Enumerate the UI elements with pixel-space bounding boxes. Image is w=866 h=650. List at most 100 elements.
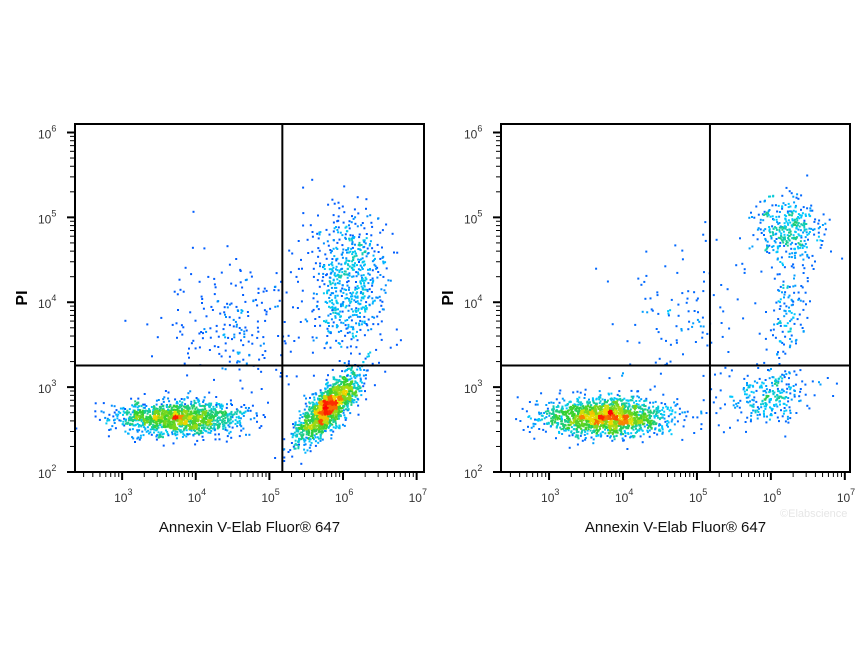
data-point — [216, 421, 219, 424]
data-point — [121, 407, 124, 410]
data-point — [364, 377, 367, 380]
data-point — [171, 433, 174, 436]
data-point — [171, 406, 174, 409]
data-point — [346, 276, 349, 279]
data-point — [137, 411, 140, 414]
data-point — [181, 416, 184, 419]
data-point — [351, 398, 354, 401]
data-point — [149, 421, 152, 424]
data-point — [215, 402, 218, 405]
data-point — [141, 409, 144, 412]
data-point — [223, 311, 226, 314]
data-point — [136, 430, 139, 433]
data-point — [696, 416, 699, 419]
data-point — [534, 403, 537, 406]
data-point — [367, 329, 370, 332]
data-point — [160, 403, 163, 406]
data-point — [574, 403, 577, 406]
data-point — [185, 420, 188, 423]
data-point — [363, 284, 366, 287]
data-point — [222, 411, 225, 414]
data-point — [355, 314, 358, 316]
data-point — [201, 412, 204, 415]
data-point — [228, 263, 231, 266]
data-point — [351, 260, 354, 263]
data-point — [174, 434, 177, 437]
data-point — [336, 257, 339, 260]
data-point — [343, 383, 346, 386]
data-point — [250, 275, 253, 278]
data-point — [332, 414, 335, 417]
data-point — [373, 259, 375, 262]
data-point — [191, 422, 194, 425]
data-point — [319, 391, 322, 394]
data-point — [611, 411, 614, 414]
data-point — [341, 392, 344, 395]
data-point — [371, 260, 374, 263]
data-point — [631, 418, 634, 421]
data-point — [343, 288, 346, 291]
data-point — [132, 420, 134, 423]
data-point — [195, 417, 198, 420]
data-point — [546, 412, 548, 415]
data-point — [377, 217, 380, 220]
data-point — [285, 291, 288, 294]
data-point — [213, 424, 216, 427]
data-point — [147, 429, 150, 432]
data-point — [660, 416, 663, 419]
data-point — [215, 405, 218, 408]
data-point — [190, 403, 193, 406]
data-point — [233, 336, 236, 339]
data-point — [599, 394, 602, 397]
data-point — [325, 319, 328, 322]
data-point — [182, 432, 185, 435]
data-point — [323, 401, 326, 404]
data-point — [344, 386, 347, 389]
data-point — [205, 420, 208, 423]
data-point — [118, 419, 121, 422]
data-point — [295, 430, 298, 433]
data-point — [315, 293, 318, 296]
data-point — [141, 430, 144, 433]
data-point — [169, 404, 172, 407]
data-point — [338, 271, 341, 273]
data-point — [584, 430, 587, 433]
data-point — [346, 367, 349, 370]
data-point — [591, 397, 594, 400]
data-point — [351, 243, 354, 246]
data-point — [314, 417, 317, 420]
data-point — [372, 323, 375, 326]
data-point — [185, 416, 188, 419]
data-point — [178, 412, 181, 415]
data-point — [371, 269, 374, 272]
data-point — [321, 413, 324, 416]
data-point — [336, 248, 339, 250]
data-point — [262, 342, 265, 345]
data-point — [653, 410, 655, 413]
data-point — [317, 398, 320, 401]
data-point — [319, 435, 322, 438]
data-point — [149, 415, 152, 418]
data-point — [234, 320, 237, 323]
data-point — [138, 418, 141, 421]
data-point — [155, 438, 158, 441]
data-point — [639, 421, 642, 424]
data-point — [324, 390, 327, 393]
data-point — [131, 411, 134, 414]
data-point — [280, 280, 283, 283]
data-point — [335, 265, 338, 268]
data-point — [354, 295, 357, 298]
data-point — [205, 403, 208, 406]
data-point — [349, 292, 352, 294]
data-point — [184, 426, 187, 429]
data-point — [649, 426, 652, 429]
data-point — [354, 286, 357, 289]
data-point — [165, 418, 168, 421]
data-point — [346, 406, 349, 409]
data-point — [183, 420, 186, 423]
data-point — [171, 415, 174, 418]
data-point — [322, 407, 325, 409]
data-point — [187, 404, 189, 407]
data-point — [295, 435, 298, 438]
data-point — [158, 422, 161, 425]
